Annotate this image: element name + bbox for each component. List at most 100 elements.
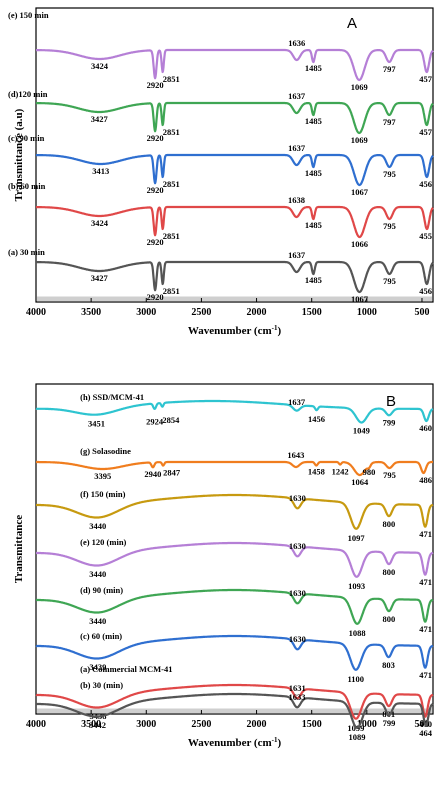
- x-tick-label: 3500: [81, 307, 101, 318]
- peak-label: 1638: [288, 195, 305, 205]
- peak-label: 457: [419, 127, 433, 137]
- y-axis-title: Transmittance (a.u): [13, 108, 25, 201]
- peak-label: 2851: [163, 179, 180, 189]
- peak-label: 1485: [305, 116, 322, 126]
- peak-label: 1066: [351, 239, 368, 249]
- peak-label: 2851: [163, 231, 180, 241]
- peak-label: 1637: [288, 250, 306, 260]
- x-tick-label: 500: [414, 307, 429, 318]
- peak-label: 800: [383, 519, 396, 529]
- peak-label: 800: [383, 614, 396, 624]
- peak-label: 3440: [89, 616, 106, 626]
- peak-label: 471: [419, 529, 432, 539]
- series-label: (f) 150 (min): [80, 489, 125, 499]
- series-label: (d)120 min: [8, 89, 48, 99]
- peak-label: 3451: [88, 419, 105, 429]
- series-label: (c) 60 (min): [80, 631, 122, 641]
- peak-label: 3427: [91, 273, 109, 283]
- peak-label: 797: [383, 117, 397, 127]
- peak-label: 3440: [89, 521, 106, 531]
- peak-label: 1485: [305, 63, 322, 73]
- x-tick-label: 3000: [136, 719, 156, 730]
- peak-label: 1067: [351, 294, 369, 304]
- peak-label: 2940: [144, 469, 161, 479]
- peak-label: 471: [419, 624, 432, 634]
- x-tick-label: 2000: [247, 307, 267, 318]
- series-label: (d) 90 (min): [80, 585, 123, 595]
- x-tick-label: 2500: [191, 307, 211, 318]
- peak-label: 1636: [288, 38, 305, 48]
- peak-label: 2920: [147, 185, 164, 195]
- series-line: [35, 541, 434, 578]
- peak-label: 1093: [348, 581, 365, 591]
- peak-label: 799: [383, 418, 396, 428]
- peak-label: 486: [419, 475, 432, 485]
- x-tick-label: 2500: [191, 719, 211, 730]
- series-label: (e) 150 min: [8, 10, 49, 20]
- peak-label: 1097: [348, 533, 366, 543]
- series-line: [35, 48, 434, 82]
- peak-label: 456: [419, 179, 432, 189]
- series-label: (b) 60 min: [8, 181, 46, 191]
- peak-label: 455: [419, 231, 432, 241]
- peak-label: 3424: [91, 218, 109, 228]
- peak-label: 3424: [91, 61, 109, 71]
- series-line: [35, 460, 434, 477]
- peak-label: 1067: [351, 187, 369, 197]
- peak-label: 1485: [305, 220, 322, 230]
- series-line: [35, 493, 434, 530]
- panel-label: A: [347, 15, 357, 32]
- peak-label: 1456: [308, 414, 325, 424]
- peak-label: 795: [383, 169, 396, 179]
- x-axis-title: Wavenumber (cm-1): [188, 324, 282, 337]
- peak-label: 1069: [351, 82, 368, 92]
- peak-label: 1485: [305, 168, 322, 178]
- series-label: (e) 120 (min): [80, 537, 126, 547]
- peak-label: 1242: [332, 467, 349, 477]
- peak-label: 2851: [163, 74, 180, 84]
- peak-label: 1100: [348, 674, 365, 684]
- peak-label: 1630: [289, 634, 306, 644]
- x-tick-label: 3000: [136, 307, 156, 318]
- peak-label: 2920: [147, 237, 164, 247]
- series-label: (a) 30 min: [8, 247, 45, 257]
- series-line: [35, 692, 434, 729]
- peak-label: 1088: [349, 628, 366, 638]
- series-label: (a) Commercial MCM-41: [80, 664, 172, 674]
- peak-label: 795: [383, 221, 396, 231]
- peak-label: 799: [383, 718, 396, 728]
- peak-label: 2920: [147, 292, 164, 302]
- peak-label: 471: [419, 577, 432, 587]
- peak-label: 2924: [146, 417, 164, 427]
- peak-label: 3413: [92, 166, 109, 176]
- series-line: [35, 153, 434, 187]
- peak-label: 457: [419, 74, 433, 84]
- peak-label: 1630: [289, 493, 306, 503]
- peak-label: 3442: [89, 720, 106, 730]
- series-line: [35, 683, 434, 720]
- x-tick-label: 1500: [302, 719, 322, 730]
- peak-label: 795: [383, 276, 396, 286]
- plot-frame: [35, 383, 434, 715]
- peak-label: 1637: [288, 91, 306, 101]
- x-tick-label: 2000: [247, 719, 267, 730]
- x-tick-label: 1000: [357, 307, 377, 318]
- peak-label: 1630: [289, 541, 306, 551]
- series-line: [35, 634, 434, 671]
- peak-label: 2851: [163, 127, 180, 137]
- series-line: [35, 588, 434, 625]
- peak-label: 1069: [351, 135, 368, 145]
- series-label: (h) SSD/MCM-41: [80, 392, 144, 402]
- peak-label: 471: [419, 670, 432, 680]
- y-axis-title: Transmittance: [13, 515, 25, 583]
- chart-panel-b: 4000 3500 3000 2500 2000 1500 1000 500 Wavenumbe…: [13, 383, 434, 749]
- peak-label: 456: [419, 286, 432, 296]
- peak-label: 3440: [89, 569, 106, 579]
- peak-label: 460: [419, 423, 432, 433]
- peak-label: 1064: [351, 477, 369, 487]
- peak-label: 1633: [289, 692, 306, 702]
- chart-panel-a: 4000 3500 3000 2500 2000 1500 1000 500 Wavenumbe…: [8, 7, 434, 337]
- x-tick-label: 4000: [26, 307, 46, 318]
- peak-label: 1630: [289, 588, 306, 598]
